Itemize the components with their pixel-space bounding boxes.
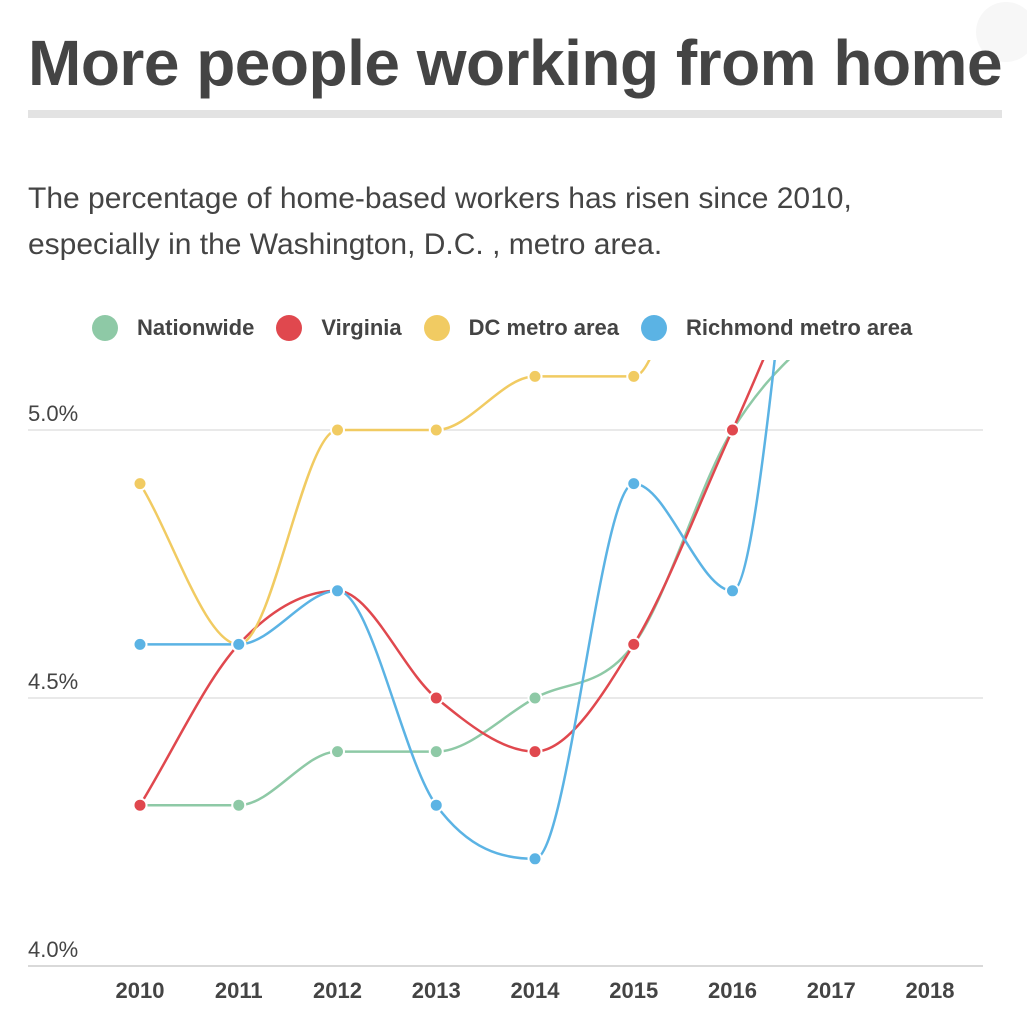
series-points bbox=[132, 368, 740, 867]
data-point-virginia-2013[interactable] bbox=[428, 690, 444, 706]
data-point-virginia-2010[interactable] bbox=[132, 797, 148, 813]
chart-title: More people working from home bbox=[28, 27, 1003, 99]
data-point-dc-metro-area-2015[interactable] bbox=[626, 368, 642, 384]
legend-swatch-dc-metro-area bbox=[423, 315, 450, 341]
data-point-richmond-metro-area-2010[interactable] bbox=[132, 636, 148, 652]
legend-label-virginia: Virginia bbox=[321, 315, 402, 340]
y-axis-ticks: 4.0%4.5%5.0%5.5%6.0% bbox=[28, 401, 78, 962]
data-point-richmond-metro-area-2013[interactable] bbox=[428, 797, 444, 813]
x-tick-label: 2017 bbox=[807, 978, 856, 1003]
data-point-richmond-metro-area-2015[interactable] bbox=[626, 476, 642, 492]
x-axis-ticks: 2010 2011 2012 2013 2014 2015 2016 2017 2018 bbox=[116, 978, 955, 1003]
legend-item-nationwide[interactable]: Nationwide bbox=[92, 315, 254, 341]
x-tick-label: 2011 bbox=[215, 978, 263, 1003]
gridlines bbox=[28, 429, 983, 967]
legend-item-richmond-metro-area[interactable]: Richmond metro area bbox=[641, 315, 912, 341]
legend-item-virginia[interactable]: Virginia bbox=[276, 315, 402, 341]
data-point-virginia-2016[interactable] bbox=[725, 422, 740, 438]
x-tick-label: 2012 bbox=[313, 978, 362, 1003]
y-tick-label: 4.5% bbox=[28, 669, 78, 694]
data-point-dc-metro-area-2013[interactable] bbox=[428, 422, 444, 438]
line-chart: 4.0%4.5%5.0%5.5%6.0% 2010201120122013201… bbox=[28, 360, 983, 1003]
y-tick-label: 5.0% bbox=[28, 401, 78, 426]
x-tick-label: 2013 bbox=[412, 978, 461, 1003]
x-tick-label: 2015 bbox=[609, 978, 658, 1003]
data-point-virginia-2014[interactable] bbox=[527, 744, 543, 760]
data-point-nationwide-2013[interactable] bbox=[428, 744, 444, 760]
series-lines bbox=[138, 360, 791, 861]
x-tick-label: 2014 bbox=[511, 978, 561, 1003]
data-point-dc-metro-area-2012[interactable] bbox=[330, 422, 345, 438]
corner-decoration bbox=[976, 2, 1027, 62]
legend-label-dc-metro-area: DC metro area bbox=[468, 315, 620, 340]
x-tick-label: 2010 bbox=[116, 978, 165, 1003]
data-point-dc-metro-area-2010[interactable] bbox=[132, 476, 148, 492]
data-point-richmond-metro-area-2014[interactable] bbox=[527, 851, 543, 867]
series-line-virginia bbox=[138, 360, 765, 807]
legend-swatch-nationwide bbox=[92, 315, 118, 341]
x-tick-label: 2018 bbox=[906, 978, 955, 1003]
data-point-richmond-metro-area-2011[interactable] bbox=[231, 636, 247, 652]
data-point-richmond-metro-area-2016[interactable] bbox=[725, 583, 740, 599]
x-tick-label: 2016 bbox=[708, 978, 757, 1003]
series-line-nationwide bbox=[138, 360, 791, 807]
y-tick-label: 4.0% bbox=[28, 937, 78, 962]
legend-item-dc-metro-area[interactable]: DC metro area bbox=[423, 315, 620, 341]
chart-subtitle: The percentage of home-based workers has… bbox=[28, 182, 852, 261]
series-line-dc-metro-area bbox=[138, 360, 651, 646]
title-divider bbox=[28, 110, 1002, 118]
data-point-dc-metro-area-2014[interactable] bbox=[527, 368, 543, 384]
legend: Nationwide Virginia DC metro area Richmo… bbox=[92, 311, 934, 345]
data-point-virginia-2015[interactable] bbox=[626, 636, 642, 652]
legend-label-nationwide: Nationwide bbox=[137, 315, 255, 340]
legend-swatch-richmond-metro-area bbox=[641, 315, 668, 341]
data-point-nationwide-2011[interactable] bbox=[231, 797, 247, 813]
data-point-nationwide-2014[interactable] bbox=[527, 690, 543, 706]
series-line-richmond-metro-area bbox=[138, 360, 776, 861]
data-point-nationwide-2012[interactable] bbox=[330, 744, 345, 760]
legend-swatch-virginia bbox=[276, 315, 303, 341]
data-point-richmond-metro-area-2012[interactable] bbox=[330, 583, 345, 599]
legend-label-richmond-metro-area: Richmond metro area bbox=[686, 315, 913, 340]
